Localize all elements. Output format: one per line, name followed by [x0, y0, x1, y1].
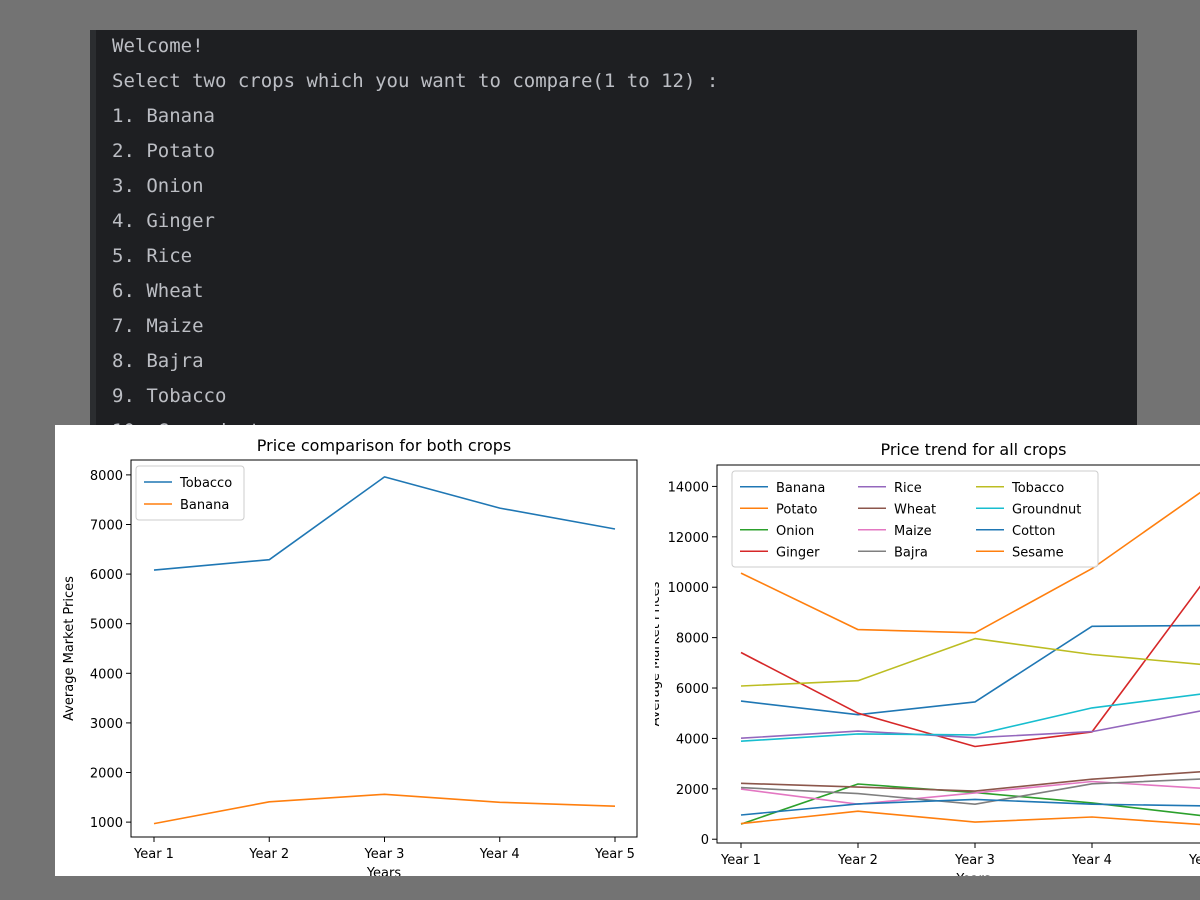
y-tick-label: 4000 — [676, 732, 709, 747]
console-line: 9. Tobacco — [112, 385, 227, 407]
series-line-maize — [740, 780, 1200, 806]
plot-frame — [716, 464, 1200, 844]
x-tick-label: Year 4 — [1071, 853, 1112, 868]
console-window: Welcome! Select two crops which you want… — [90, 30, 1137, 430]
legend-box — [731, 470, 1099, 568]
y-tick-label: 8000 — [90, 469, 123, 484]
comparison-chart: Price comparison for both crops 1000 2000 3… — [62, 436, 638, 876]
console-line: Welcome! — [112, 35, 204, 57]
x-tick-label: Year 2 — [248, 847, 289, 862]
x-axis-label: Years — [366, 866, 402, 876]
y-tick-label: 0 — [701, 833, 709, 848]
legend-label: Sesame — [1012, 545, 1064, 560]
x-tick-label: Year 1 — [720, 853, 761, 868]
series-line-rice — [740, 710, 1200, 739]
legend-label: Tobacco — [1011, 481, 1064, 496]
legend-label: Tobacco — [179, 476, 232, 491]
console-line: 2. Potato — [112, 140, 215, 162]
y-tick-label: 3000 — [90, 717, 123, 732]
console-line: 8. Bajra — [112, 350, 204, 372]
console-line: 5. Rice — [112, 245, 193, 267]
legend-label: Groundnut — [1012, 502, 1081, 517]
y-tick-label: 6000 — [676, 682, 709, 697]
y-tick-label: 2000 — [676, 783, 709, 798]
y-tick-label: 10000 — [668, 581, 709, 596]
legend-label: Maize — [894, 524, 932, 539]
console-output: Welcome! Select two crops which you want… — [112, 30, 718, 430]
y-tick-label: 4000 — [90, 667, 123, 682]
series-line-tobacco — [153, 476, 616, 571]
x-tick-label: Year 2 — [837, 853, 878, 868]
series-line-wheat — [740, 771, 1200, 792]
y-tick-label: 2000 — [90, 767, 123, 782]
x-tick-label: Year 3 — [364, 847, 405, 862]
x-tick-label: Year 3 — [954, 853, 995, 868]
y-axis-label: Average Market Prices — [62, 576, 77, 721]
series-group — [153, 476, 616, 825]
x-tick-label: Year 5 — [594, 847, 635, 862]
console-line: 6. Wheat — [112, 280, 204, 302]
y-tick-label: 6000 — [90, 568, 123, 583]
y-tick-label: 1000 — [90, 816, 123, 831]
chart-title: Price comparison for both crops — [257, 436, 511, 455]
console-gutter — [90, 30, 96, 430]
legend-label: Bajra — [894, 545, 928, 560]
x-axis-label: Years — [955, 872, 991, 876]
series-line-sesame — [740, 810, 1200, 826]
chart-title: Price trend for all crops — [880, 440, 1066, 459]
y-tick-label: 14000 — [668, 480, 709, 495]
series-line-banana — [740, 624, 1200, 716]
y-axis-label: Average Market Prices — [655, 581, 663, 726]
legend-label: Rice — [894, 481, 922, 496]
trend-chart: Price trend for all crops 0 2000 4000 6000 80… — [655, 440, 1200, 876]
y-tick-label: 12000 — [668, 531, 709, 546]
legend-label: Wheat — [894, 502, 936, 517]
x-tick-label: Year 1 — [133, 847, 174, 862]
y-tick-label: 5000 — [90, 618, 123, 633]
legend-label: Banana — [776, 481, 825, 496]
legend-label: Onion — [776, 524, 814, 539]
console-line: 1. Banana — [112, 105, 215, 127]
series-line-tobacco — [740, 637, 1200, 687]
legend-label: Cotton — [1012, 524, 1055, 539]
plot-frame — [130, 459, 638, 838]
figure-price-trend: Price trend for all crops 0 2000 4000 6000 80… — [655, 425, 1200, 876]
series-line-banana — [153, 793, 616, 825]
console-line: 3. Onion — [112, 175, 204, 197]
console-line: Select two crops which you want to compa… — [112, 70, 719, 92]
series-line-groundnut — [740, 693, 1200, 742]
legend-label: Banana — [180, 498, 229, 513]
figure-price-comparison: Price comparison for both crops 1000 2000 3… — [55, 425, 655, 876]
series-group — [740, 491, 1200, 826]
series-line-bajra — [740, 778, 1200, 806]
series-line-ginger — [740, 585, 1200, 748]
series-line-potato — [740, 491, 1200, 634]
x-tick-label: Year 5 — [1188, 853, 1200, 868]
y-tick-label: 7000 — [90, 518, 123, 533]
console-line: 4. Ginger — [112, 210, 215, 232]
legend-label: Ginger — [776, 545, 820, 560]
legend-label: Potato — [776, 502, 817, 517]
legend-box — [135, 465, 245, 521]
y-tick-label: 8000 — [676, 632, 709, 647]
series-line-cotton — [740, 798, 1200, 816]
x-tick-label: Year 4 — [479, 847, 520, 862]
console-line: 7. Maize — [112, 315, 204, 337]
